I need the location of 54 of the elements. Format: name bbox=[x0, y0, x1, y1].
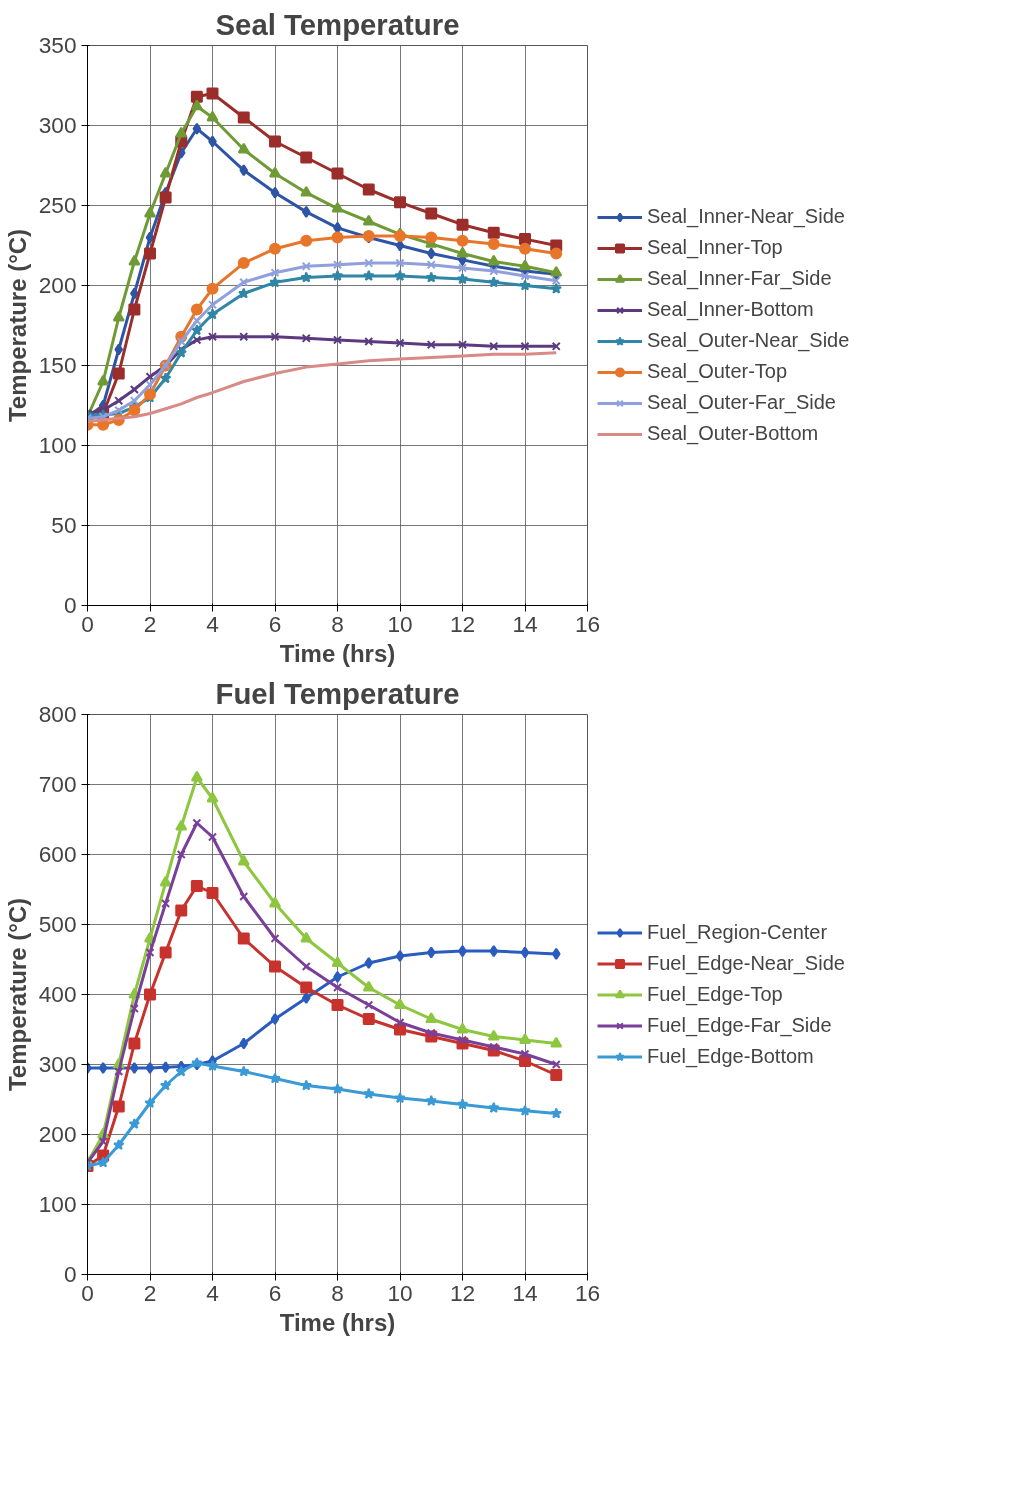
legend-label: Fuel_Edge-Near_Side bbox=[647, 951, 845, 975]
x-axis-title: Time (hrs) bbox=[279, 1308, 396, 1336]
y-tick-label: 150 bbox=[38, 352, 77, 378]
x-tick-label: 4 bbox=[206, 1279, 219, 1306]
x-tick-label: 2 bbox=[143, 1279, 157, 1306]
x-tick-label: 14 bbox=[512, 1279, 538, 1306]
y-tick-label: 600 bbox=[38, 841, 77, 867]
y-tick-label: 400 bbox=[38, 981, 77, 1007]
y-tick-label: 350 bbox=[38, 32, 77, 58]
x-tick-label: 10 bbox=[387, 610, 413, 637]
x-tick-label: 4 bbox=[206, 610, 219, 637]
legend-label: Fuel_Edge-Far_Side bbox=[647, 1013, 832, 1037]
chart-title: Seal Temperature bbox=[215, 7, 460, 41]
y-axis-title: Temperature (°C) bbox=[3, 897, 31, 1092]
legend-label: Seal_Outer-Bottom bbox=[647, 422, 819, 445]
x-tick-label: 8 bbox=[331, 610, 344, 637]
y-tick-label: 50 bbox=[51, 512, 77, 538]
legend-label: Seal_Inner-Far_Side bbox=[647, 267, 832, 290]
y-tick-label: 0 bbox=[63, 1261, 77, 1287]
y-tick-label: 800 bbox=[38, 701, 77, 727]
y-tick-label: 700 bbox=[38, 771, 77, 797]
chart-title: Fuel Temperature bbox=[215, 676, 460, 710]
legend-label: Seal_Outer-Near_Side bbox=[647, 329, 850, 352]
y-tick-label: 200 bbox=[38, 272, 77, 298]
x-tick-label: 14 bbox=[512, 610, 538, 637]
x-axis-title: Time (hrs) bbox=[279, 639, 396, 667]
legend-label: Seal_Outer-Far_Side bbox=[647, 391, 836, 414]
y-tick-label: 0 bbox=[63, 592, 77, 618]
y-tick-label: 100 bbox=[38, 432, 77, 458]
y-axis-title: Temperature (°C) bbox=[3, 228, 31, 423]
legend-label: Fuel_Region-Center bbox=[647, 920, 828, 944]
x-tick-label: 10 bbox=[387, 1279, 413, 1306]
legend-label: Seal_Inner-Near_Side bbox=[647, 205, 845, 228]
x-tick-label: 0 bbox=[81, 1279, 94, 1306]
legend-label: Seal_Outer-Top bbox=[647, 360, 788, 383]
y-tick-label: 100 bbox=[38, 1191, 77, 1217]
x-tick-label: 8 bbox=[331, 1279, 344, 1306]
y-tick-label: 300 bbox=[38, 1051, 77, 1077]
x-tick-label: 2 bbox=[143, 610, 157, 637]
x-tick-label: 16 bbox=[574, 1279, 601, 1306]
legend-label: Seal_Inner-Top bbox=[647, 236, 783, 259]
y-tick-label: 300 bbox=[38, 112, 77, 138]
legend-label: Seal_Inner-Bottom bbox=[647, 298, 814, 321]
y-tick-label: 250 bbox=[38, 192, 77, 218]
x-tick-label: 6 bbox=[268, 610, 282, 637]
x-tick-label: 16 bbox=[574, 610, 601, 637]
legend-label: Fuel_Edge-Top bbox=[647, 982, 783, 1006]
x-tick-label: 12 bbox=[449, 1279, 476, 1306]
y-tick-label: 200 bbox=[38, 1121, 77, 1147]
y-tick-label: 500 bbox=[38, 911, 77, 937]
x-tick-label: 12 bbox=[449, 610, 476, 637]
x-tick-label: 6 bbox=[268, 1279, 282, 1306]
x-tick-label: 0 bbox=[81, 610, 94, 637]
legend-label: Fuel_Edge-Bottom bbox=[647, 1044, 814, 1068]
